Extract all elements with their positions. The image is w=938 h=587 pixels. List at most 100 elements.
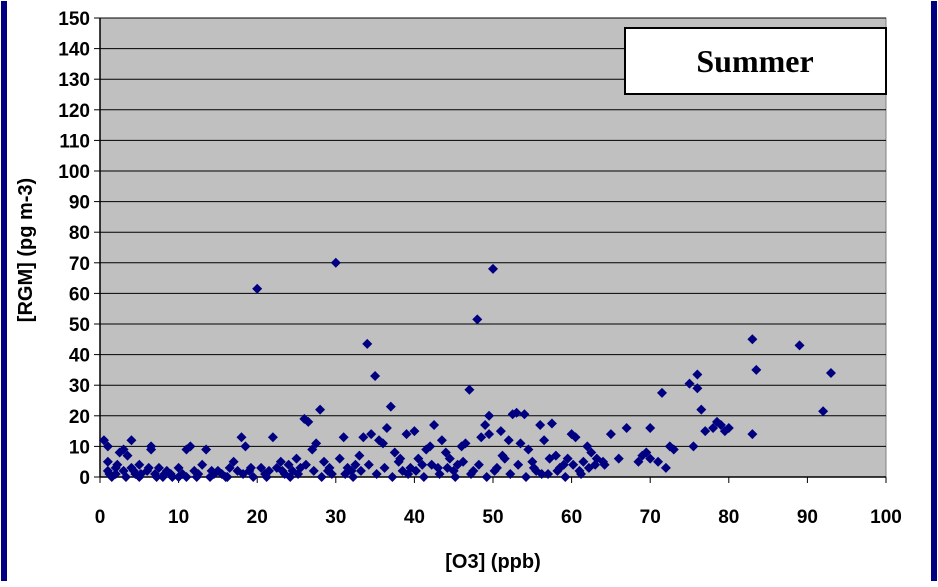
- data-point: [413, 453, 424, 464]
- data-point: [275, 456, 286, 467]
- data-point: [300, 459, 311, 470]
- data-point: [511, 407, 522, 418]
- data-point: [656, 387, 667, 398]
- data-point: [528, 462, 539, 473]
- annotation-box: [624, 27, 887, 95]
- data-point: [570, 432, 581, 443]
- data-point: [371, 468, 382, 479]
- data-point: [568, 459, 579, 470]
- data-point: [513, 459, 524, 470]
- data-point: [240, 441, 251, 452]
- x-axis-label: [O3] (ppb): [445, 551, 541, 573]
- y-tick-label: 20: [69, 407, 90, 428]
- data-point: [747, 334, 758, 345]
- data-point: [206, 465, 217, 476]
- data-point: [586, 447, 597, 458]
- data-point: [340, 468, 351, 479]
- data-point: [688, 441, 699, 452]
- data-point: [418, 472, 429, 482]
- data-point: [621, 423, 632, 434]
- data-point: [410, 465, 421, 476]
- data-point: [497, 450, 508, 461]
- data-point: [185, 441, 196, 452]
- data-point: [159, 468, 170, 479]
- data-point: [582, 441, 593, 452]
- data-point: [191, 472, 202, 482]
- data-point: [489, 465, 500, 476]
- data-point: [440, 447, 451, 458]
- data-point: [562, 453, 573, 464]
- data-point: [389, 447, 400, 458]
- data-point: [641, 447, 652, 458]
- y-tick-label: 100: [58, 162, 90, 183]
- data-point: [377, 438, 388, 449]
- data-point: [434, 468, 445, 479]
- data-point: [224, 462, 235, 473]
- data-point: [417, 459, 428, 470]
- data-point: [583, 462, 594, 473]
- data-point: [503, 435, 514, 446]
- data-point: [696, 404, 707, 415]
- annotation-label: Summer: [696, 43, 813, 79]
- y-tick-label: 90: [69, 193, 90, 214]
- data-point: [311, 438, 322, 449]
- data-point: [576, 468, 587, 479]
- data-point: [444, 453, 455, 464]
- data-point: [700, 426, 711, 437]
- data-point: [450, 472, 461, 482]
- x-tick-label: 0: [95, 507, 106, 528]
- data-point: [102, 456, 113, 467]
- data-point: [605, 429, 616, 440]
- data-point: [684, 378, 695, 389]
- right-frame-border: [931, 1, 937, 581]
- data-point: [354, 450, 365, 461]
- data-point: [473, 459, 484, 470]
- data-point: [291, 453, 302, 464]
- data-point: [578, 456, 589, 467]
- data-point: [118, 444, 129, 455]
- x-tick-label: 50: [482, 507, 503, 528]
- data-point: [429, 419, 440, 430]
- data-point: [495, 426, 506, 437]
- data-point: [539, 435, 550, 446]
- data-point: [543, 468, 554, 479]
- data-point: [460, 438, 471, 449]
- data-point: [523, 444, 534, 455]
- data-point: [267, 432, 278, 443]
- data-point: [238, 468, 249, 479]
- data-point: [98, 435, 109, 446]
- data-point: [316, 472, 327, 482]
- data-point: [708, 423, 719, 434]
- data-point: [426, 459, 437, 470]
- data-point: [135, 468, 146, 479]
- data-point: [177, 468, 188, 479]
- data-point: [134, 459, 145, 470]
- y-tick-label: 40: [69, 346, 90, 367]
- data-point: [599, 459, 610, 470]
- data-point: [458, 456, 469, 467]
- data-point: [110, 468, 121, 479]
- data-point: [613, 453, 624, 464]
- data-point: [303, 416, 314, 427]
- data-point: [201, 444, 212, 455]
- data-point: [401, 429, 412, 440]
- data-point: [633, 456, 644, 467]
- data-point: [436, 435, 447, 446]
- y-tick-label: 10: [69, 437, 90, 458]
- data-point: [236, 432, 247, 443]
- y-axis-ticks: 0 10 20 30 40 50 60 70 80 90 100 110 120 130 140 150: [58, 9, 100, 489]
- data-point: [668, 444, 679, 455]
- data-point: [315, 404, 326, 415]
- data-point: [277, 465, 288, 476]
- data-point: [558, 459, 569, 470]
- y-tick-label: 80: [69, 223, 90, 244]
- data-point: [476, 432, 487, 443]
- data-point: [715, 419, 726, 430]
- data-point: [355, 465, 366, 476]
- data-point: [143, 462, 154, 473]
- data-point: [395, 453, 406, 464]
- y-tick-label: 110: [59, 131, 90, 152]
- y-tick-label: 50: [69, 315, 90, 336]
- data-point: [472, 314, 483, 325]
